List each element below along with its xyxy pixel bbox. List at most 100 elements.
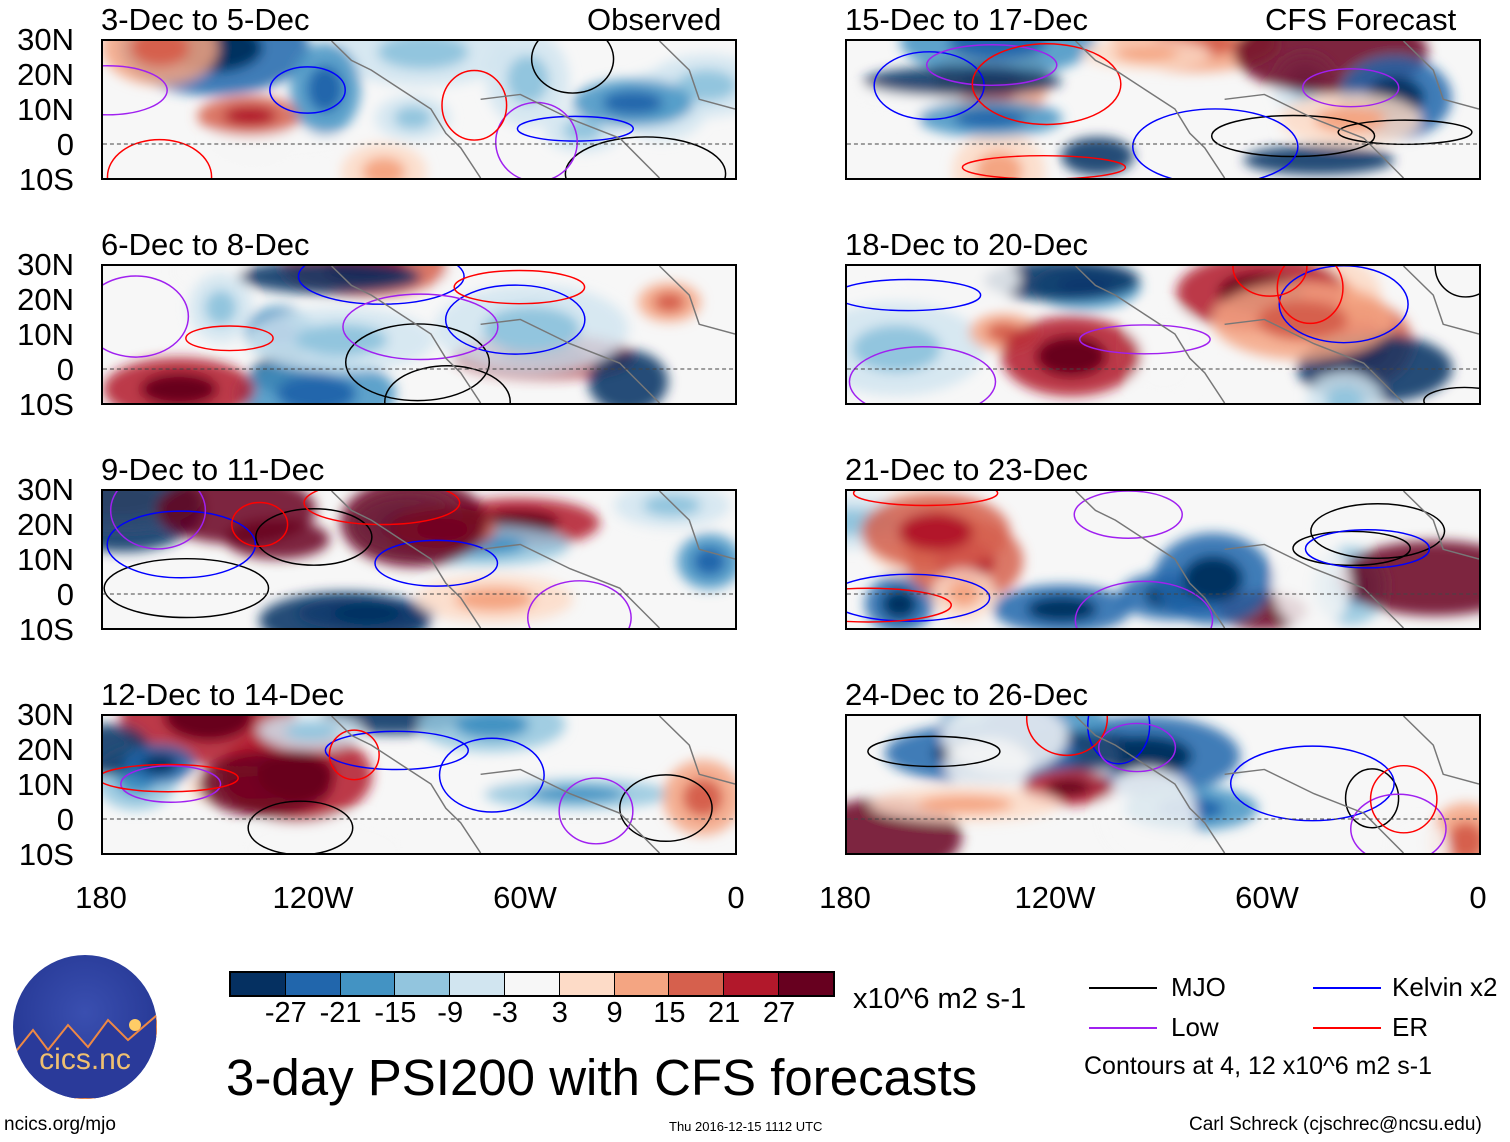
contour-line <box>1073 491 1183 539</box>
contour-line <box>109 491 207 550</box>
contour-line <box>103 275 190 358</box>
anomaly-blob <box>1243 145 1395 175</box>
legend-low-line <box>1089 1027 1157 1029</box>
contour-line <box>1304 529 1431 569</box>
contour-line <box>558 777 634 845</box>
contour-line <box>961 154 1127 178</box>
lat-label: 10S <box>18 837 74 872</box>
contour-line <box>453 269 586 305</box>
contour-line <box>247 800 354 853</box>
contour-line <box>1078 324 1211 355</box>
lon-label: 60W <box>493 880 557 915</box>
colorbar-tick-label: 27 <box>762 997 796 1029</box>
contour-line <box>269 66 346 114</box>
lat-label: 20N <box>17 282 74 317</box>
forecast-label: CFS Forecast <box>1265 2 1457 37</box>
footer-url[interactable]: ncics.org/mjo <box>4 1114 116 1135</box>
logo: cics.nc <box>13 955 157 1099</box>
anomaly-blob <box>225 519 330 560</box>
contour-line <box>438 737 545 813</box>
contour-line <box>185 325 274 352</box>
contour-line <box>1229 745 1395 822</box>
contour-line <box>444 284 586 355</box>
lat-label: 10S <box>18 612 74 647</box>
contour-line <box>1276 266 1344 325</box>
lat-label: 30N <box>17 472 74 507</box>
contour-line <box>1292 530 1411 567</box>
contour-line <box>1423 386 1479 403</box>
contour-line <box>1434 266 1479 298</box>
contour-line <box>1025 716 1109 757</box>
anomaly-blob <box>863 66 1062 97</box>
colorbar-tick-label: 15 <box>653 997 686 1029</box>
contour-line <box>1344 768 1400 829</box>
anomaly-blob <box>258 592 431 628</box>
contour-line <box>255 508 373 566</box>
contour-line <box>848 346 997 403</box>
contour-line <box>1350 793 1447 853</box>
contour-line <box>328 729 380 781</box>
colorbar-tick-label: 3 <box>551 997 568 1029</box>
contour-line <box>1210 114 1376 158</box>
contour-line <box>303 491 461 526</box>
contour-line <box>1132 108 1299 178</box>
lon-label: 120W <box>1014 880 1096 915</box>
contour-line <box>103 557 270 619</box>
lat-label: 10N <box>17 317 74 352</box>
contour-line <box>852 491 999 507</box>
colorbar <box>229 971 835 997</box>
contour-line <box>619 774 713 843</box>
colorbar-tick-label: 9 <box>606 997 623 1029</box>
anomaly-blob <box>198 751 333 817</box>
map-panel <box>845 39 1481 180</box>
contour-line <box>106 510 257 579</box>
lat-label: 0 <box>56 352 74 387</box>
footer-author: Carl Schreck (cjschrec@ncsu.edu) <box>1189 1114 1482 1135</box>
coastline <box>1075 716 1479 853</box>
lon-label: 120W <box>272 880 354 915</box>
contour-line <box>971 43 1122 126</box>
colorbar-tick-label: -27 <box>264 997 307 1029</box>
lat-label: 0 <box>56 577 74 612</box>
panel-title: 12-Dec to 14-Dec <box>101 677 344 712</box>
anomaly-blob <box>1098 767 1197 853</box>
colorbar-swatch <box>231 973 286 995</box>
contour-line <box>530 41 615 94</box>
logo-text: cics.nc <box>39 1043 131 1076</box>
colorbar-swatch <box>778 973 833 995</box>
panel-title: 3-Dec to 5-Dec <box>101 2 310 37</box>
contour-line <box>384 365 511 403</box>
contour-line <box>564 136 727 178</box>
lat-label: 10N <box>17 92 74 127</box>
anomaly-blob <box>235 814 409 853</box>
coastline <box>331 716 735 853</box>
legend-kelvin-line <box>1313 987 1381 989</box>
colorbar-swatch <box>614 973 670 995</box>
lon-label: 0 <box>1469 880 1487 915</box>
contour-line <box>1278 266 1409 344</box>
panel-title: 21-Dec to 23-Dec <box>845 452 1088 487</box>
lat-label: 30N <box>17 697 74 732</box>
logo-mountains-icon <box>13 1013 157 1099</box>
figure-title: 3-day PSI200 with CFS forecasts <box>226 1049 978 1106</box>
contour-line <box>344 323 491 402</box>
coastline <box>1075 491 1479 628</box>
lat-label: 10N <box>17 767 74 802</box>
colorbar-swatch <box>504 973 560 995</box>
contour-line <box>297 266 465 305</box>
lon-label: 180 <box>75 880 127 915</box>
coastline <box>331 266 735 403</box>
lon-label: 0 <box>727 880 745 915</box>
lat-label: 20N <box>17 507 74 542</box>
colorbar-swatch <box>340 973 396 995</box>
anomaly-blob <box>878 266 1020 305</box>
legend-mjo-label: MJO <box>1171 972 1226 1002</box>
colorbar-swatch <box>450 973 505 995</box>
anomaly-blob <box>239 266 422 294</box>
coastline <box>1075 266 1479 403</box>
colorbar-swatch <box>559 973 615 995</box>
panel-title: 15-Dec to 17-Dec <box>845 2 1088 37</box>
contour-line <box>1232 266 1308 297</box>
panel-title: 9-Dec to 11-Dec <box>101 452 325 487</box>
colorbar-swatch <box>724 973 779 995</box>
